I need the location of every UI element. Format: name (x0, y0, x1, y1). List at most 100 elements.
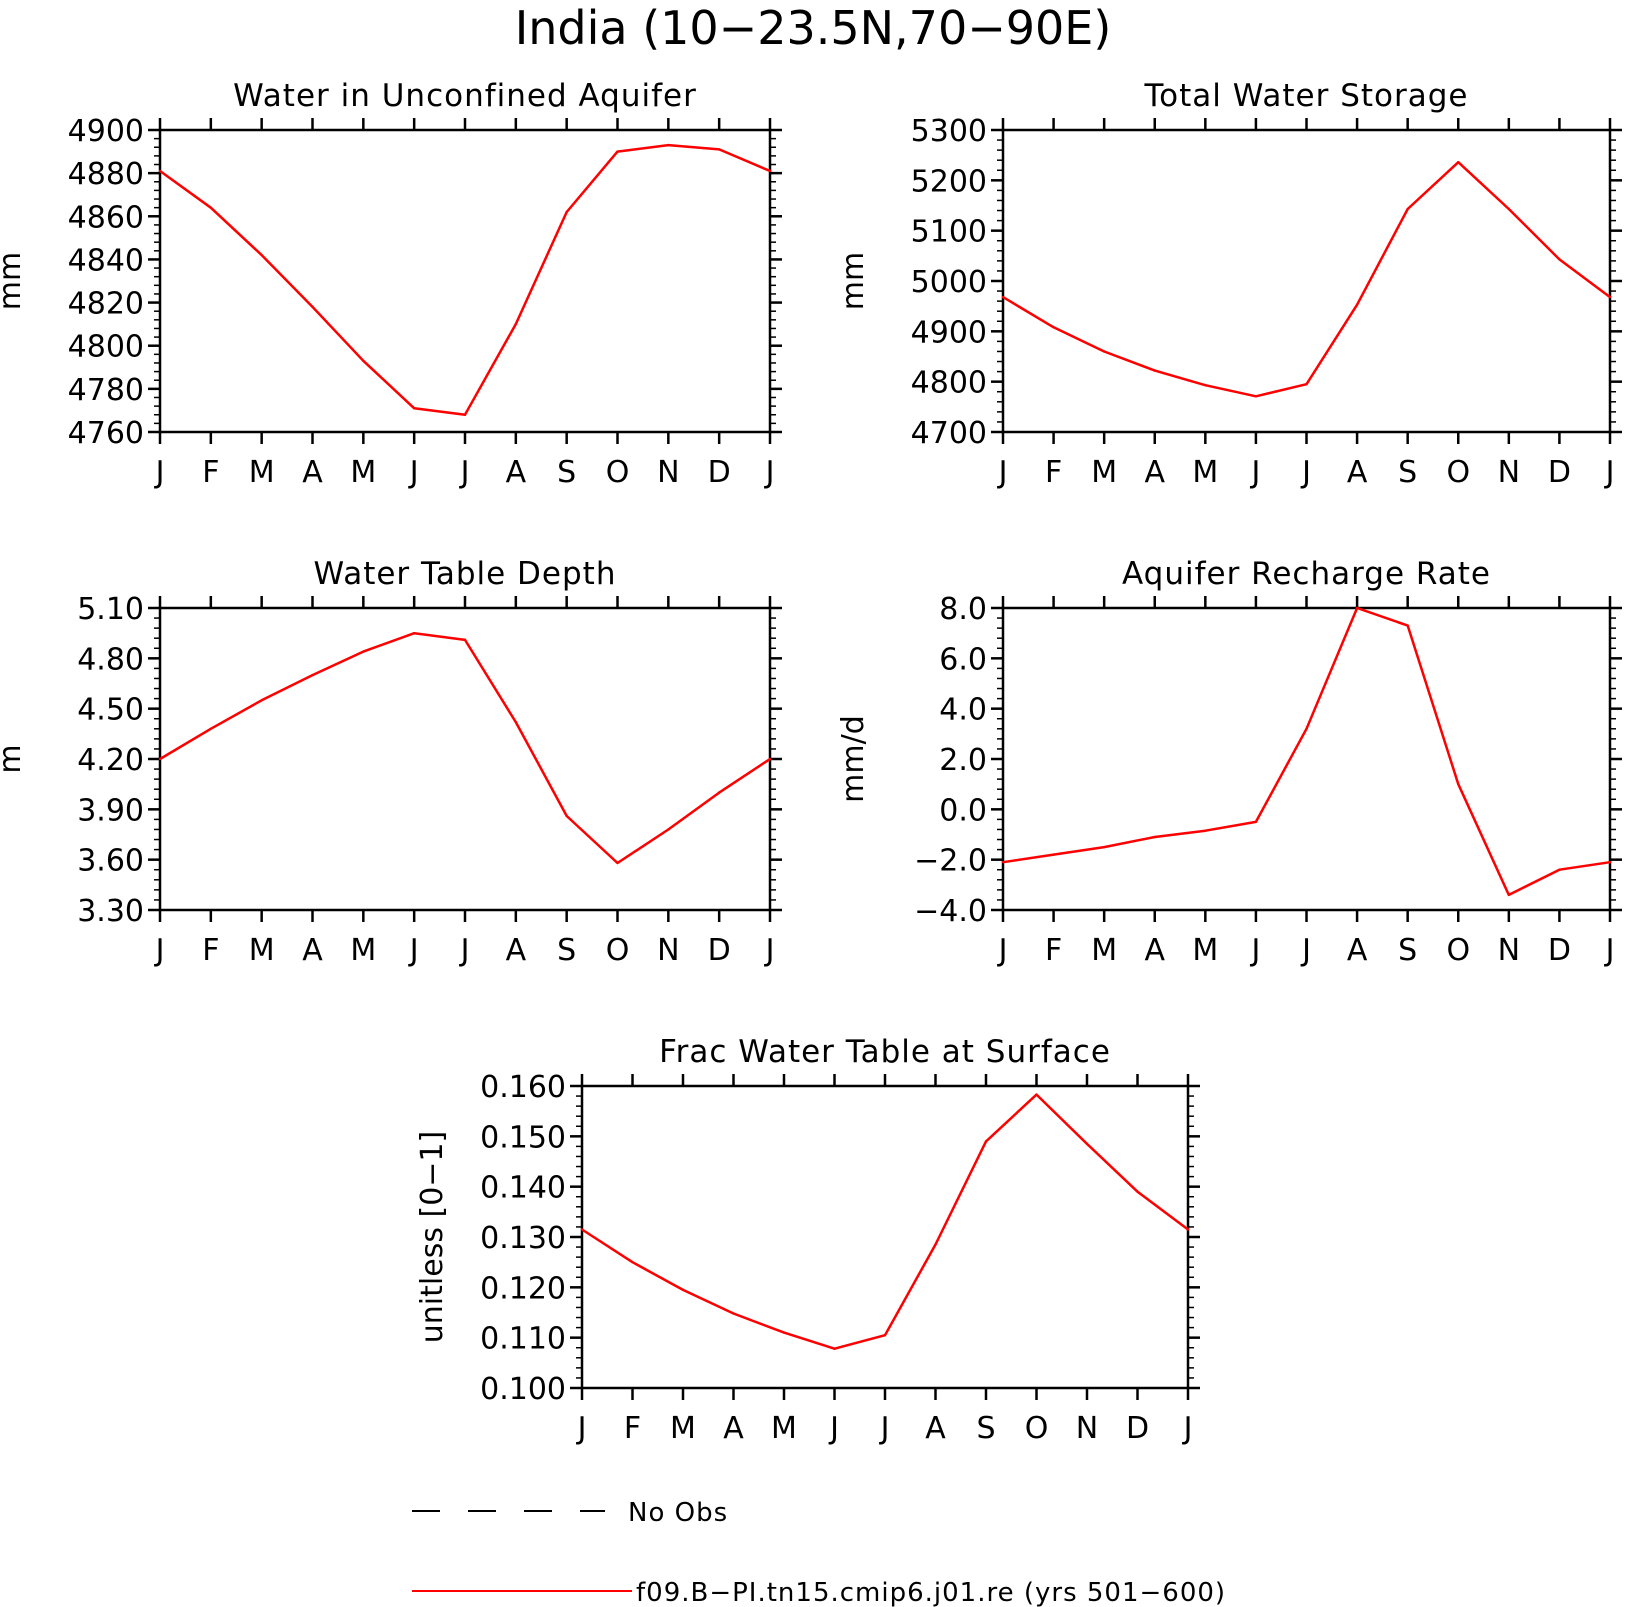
x-tick-label: M (350, 455, 376, 490)
x-tick-label: F (1045, 933, 1062, 968)
x-tick-label: N (1498, 455, 1520, 490)
x-tick-label: S (976, 1411, 995, 1446)
x-tick-label: M (350, 933, 376, 968)
figure-title: India (10−23.5N,70−90E) (515, 1, 1112, 55)
data-point (1406, 624, 1409, 627)
data-point (1102, 845, 1106, 849)
x-tick-label: J (1249, 455, 1260, 490)
x-tick-label: S (1398, 933, 1417, 968)
legend-label-no-obs: No Obs (628, 1498, 728, 1528)
x-tick-label: J (1300, 455, 1311, 490)
y-tick-label: 4800 (911, 366, 987, 401)
x-tick-label: O (1446, 933, 1470, 968)
plot-frame (158, 128, 772, 434)
x-tick-label: J (1604, 455, 1615, 490)
y-tick-label: 0.100 (480, 1372, 566, 1407)
x-tick-label: A (506, 455, 527, 490)
panel-unconfined-aquifer: Water in Unconfined Aquifer 4760 4780 4800 4… (0, 78, 782, 490)
x-tick-label: A (506, 933, 527, 968)
data-point (883, 1333, 887, 1337)
data-point (412, 631, 416, 635)
panel-water-table-depth: Water Table Depth 3.30 3.60 3.90 4.20 4.50 4.8… (0, 556, 782, 968)
x-tick-label: N (657, 455, 679, 490)
plot-frame (580, 1084, 1190, 1390)
x-tick-label: M (1091, 455, 1117, 490)
data-point (158, 169, 162, 173)
data-point (1204, 383, 1207, 387)
data-point (1001, 295, 1005, 299)
data-point (1355, 303, 1359, 306)
panel-title: Water in Unconfined Aquifer (233, 78, 697, 114)
x-tick-label: N (1076, 1411, 1098, 1446)
series-line (1002, 606, 1611, 897)
y-tick-label: 3.30 (77, 894, 144, 929)
y-tick-label: 4.0 (939, 693, 987, 728)
series-line (581, 1093, 1189, 1350)
y-tick-label: 4800 (68, 330, 144, 365)
x-tick-label: A (1144, 933, 1165, 968)
data-point (1001, 860, 1005, 864)
x-tick-label: J (879, 1411, 890, 1446)
plot-frame (1001, 128, 1612, 434)
x-tick-label: F (202, 933, 219, 968)
data-point (362, 359, 365, 363)
y-tick-label: 5100 (911, 215, 987, 250)
y-tick-label: 0.0 (939, 793, 987, 828)
data-point (412, 407, 416, 410)
data-point (833, 1347, 836, 1350)
data-point (1457, 161, 1460, 164)
data-point (717, 791, 721, 794)
y-tick-label: 8.0 (939, 592, 987, 627)
y-tick-label: 0.120 (480, 1271, 566, 1306)
x-tick-label: A (1347, 933, 1368, 968)
x-tick-label: O (606, 933, 630, 968)
panel-frac-water-table: Frac Water Table at Surface 0.100 0.110 0.1… (415, 1034, 1200, 1446)
y-tick-label: 4860 (68, 200, 144, 235)
y-tick-label: 0.140 (480, 1171, 566, 1206)
panel-title: Total Water Storage (1143, 78, 1468, 114)
x-tick-label: S (1398, 455, 1417, 490)
x-tick-label: F (202, 455, 219, 490)
x-tick-label: M (249, 933, 275, 968)
x-tick-label: M (249, 455, 275, 490)
legend-label-model: f09.B−PI.tn15.cmip6.j01.re (yrs 501−600) (636, 1578, 1226, 1607)
y-tick-label: 4.80 (77, 642, 144, 677)
y-tick-label: −4.0 (914, 894, 987, 929)
data-point (631, 1260, 634, 1264)
data-point (616, 861, 619, 865)
data-point (1507, 893, 1511, 897)
y-axis-label: unitless [0−1] (415, 1131, 450, 1343)
data-point (1136, 1190, 1139, 1193)
panel-title: Aquifer Recharge Rate (1122, 556, 1491, 592)
x-tick-label: F (1045, 455, 1062, 490)
x-tick-label: D (708, 455, 731, 490)
x-tick-label: N (1498, 933, 1520, 968)
x-tick-label: M (670, 1411, 696, 1446)
y-tick-label: 0.160 (480, 1070, 566, 1105)
data-point (1052, 326, 1055, 329)
y-axis-label: mm/d (836, 715, 871, 803)
data-point (260, 699, 263, 702)
data-point (260, 253, 263, 257)
y-tick-label: 4900 (911, 315, 987, 350)
y-tick-label: 4700 (911, 416, 987, 451)
data-point (514, 322, 518, 326)
data-point (1507, 207, 1511, 211)
y-axis-label: mm (836, 252, 871, 310)
x-tick-label: A (302, 455, 323, 490)
x-tick-label: J (1182, 1411, 1193, 1446)
x-tick-label: D (1548, 455, 1571, 490)
y-tick-label: 0.110 (480, 1322, 566, 1357)
x-tick-label: M (1091, 933, 1117, 968)
panel-title: Water Table Depth (314, 556, 617, 592)
data-point (209, 206, 213, 209)
y-tick-label: 4.20 (77, 743, 144, 778)
y-tick-label: 5300 (911, 114, 987, 149)
data-point (580, 1228, 584, 1231)
y-tick-label: 4780 (68, 373, 144, 408)
y-tick-label: 4820 (68, 287, 144, 322)
data-point (782, 1331, 786, 1334)
x-tick-label: J (764, 933, 775, 968)
panel-total-water-storage: Total Water Storage 4700 4800 4900 5000 5100 5… (836, 78, 1622, 490)
plot-frame (158, 606, 772, 912)
